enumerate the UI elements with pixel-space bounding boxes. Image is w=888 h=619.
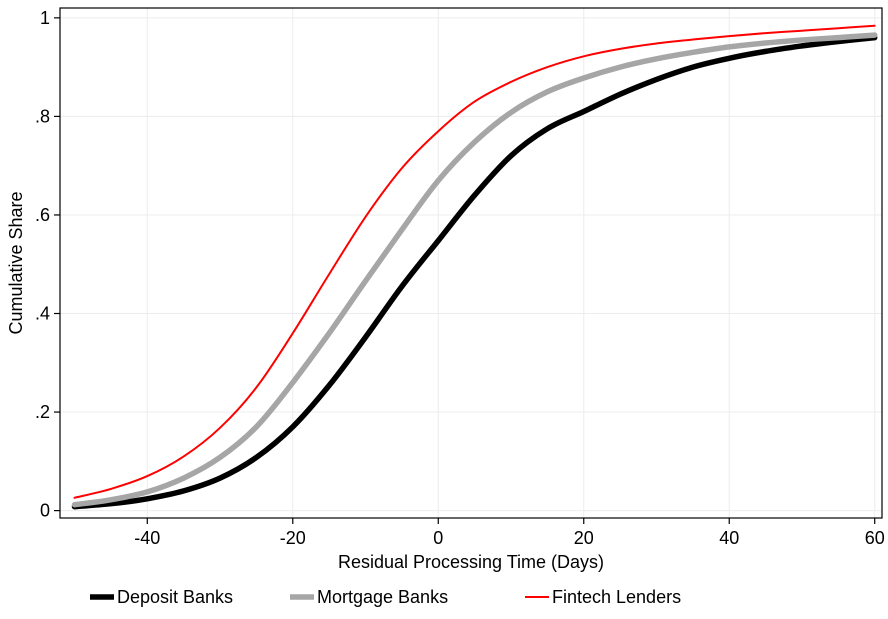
y-tick-label: 0: [40, 501, 50, 521]
y-tick-label: .2: [35, 402, 50, 422]
y-tick-label: .8: [35, 106, 50, 126]
series-line-deposit-banks: [71, 34, 878, 510]
series-line-fintech-lenders: [73, 24, 876, 499]
y-tick-label: .4: [35, 304, 50, 324]
x-axis-title: Residual Processing Time (Days): [338, 552, 604, 572]
series-line-mortgage-banks: [71, 32, 878, 508]
axis-ticks: -40 -20 0 20 40 60 0 .2 .4 .6 .8 1: [35, 8, 885, 548]
legend-label-mortgage-banks: Mortgage Banks: [317, 587, 448, 607]
x-tick-label: 0: [433, 528, 443, 548]
x-tick-label: 40: [719, 528, 739, 548]
y-axis-title: Cumulative Share: [6, 191, 26, 334]
x-tick-label: 20: [574, 528, 594, 548]
plot-series: [71, 24, 878, 510]
legend: Deposit Banks Mortgage Banks Fintech Lende…: [90, 587, 681, 607]
grid: [60, 8, 882, 518]
x-tick-label: -20: [280, 528, 306, 548]
plot-frame: [59, 7, 883, 519]
y-tick-label: 1: [40, 8, 50, 28]
x-tick-label: -40: [134, 528, 160, 548]
legend-label-deposit-banks: Deposit Banks: [117, 587, 233, 607]
y-tick-label: .6: [35, 205, 50, 225]
legend-label-fintech-lenders: Fintech Lenders: [552, 587, 681, 607]
x-tick-label: 60: [865, 528, 885, 548]
